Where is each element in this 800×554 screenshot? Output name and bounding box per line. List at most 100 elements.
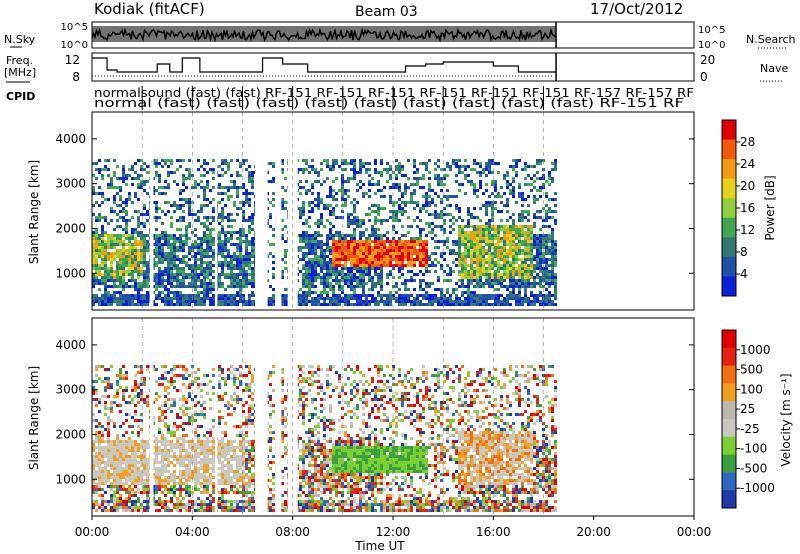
power-cell <box>341 210 344 214</box>
velocity-cell <box>116 443 119 447</box>
velocity-cell <box>158 485 161 489</box>
power-cell <box>167 279 170 283</box>
power-cell <box>515 300 518 304</box>
power-cell <box>503 177 506 181</box>
power-cell <box>419 207 422 211</box>
velocity-cell <box>137 482 140 486</box>
power-cell <box>161 243 164 247</box>
velocity-cell <box>101 452 104 456</box>
power-cell <box>521 210 524 214</box>
power-cell <box>518 225 521 229</box>
power-cell <box>374 204 377 208</box>
velocity-cell <box>110 452 113 456</box>
velocity-cell <box>152 500 155 504</box>
power-cell <box>206 198 209 202</box>
power-cell <box>392 183 395 187</box>
power-cell <box>329 261 332 265</box>
power-cell <box>332 240 335 244</box>
power-cell <box>314 234 317 238</box>
power-cell <box>488 165 491 169</box>
power-cell <box>485 168 488 172</box>
power-cell <box>185 225 188 229</box>
power-cell <box>485 162 488 166</box>
power-cell <box>227 219 230 223</box>
power-cell <box>200 270 203 274</box>
power-cell <box>212 207 215 211</box>
power-cell <box>143 282 146 286</box>
power-cell <box>551 264 554 268</box>
power-cell <box>143 270 146 274</box>
power-cell <box>221 297 224 301</box>
power-cell <box>176 219 179 223</box>
power-cell <box>305 300 308 304</box>
power-cell <box>359 252 362 256</box>
power-cell <box>521 273 524 277</box>
power-cell <box>356 243 359 247</box>
velocity-cell <box>122 389 125 393</box>
power-cell <box>308 216 311 220</box>
velocity-cell <box>164 365 167 369</box>
power-cell <box>359 273 362 277</box>
power-cell <box>320 255 323 259</box>
power-cell <box>497 231 500 235</box>
power-cell <box>281 294 284 298</box>
power-cell <box>341 159 344 163</box>
power-cell <box>152 273 155 277</box>
power-cell <box>530 189 533 193</box>
power-cell <box>485 231 488 235</box>
power-cell <box>530 165 533 169</box>
power-cell <box>251 285 254 289</box>
power-cell <box>500 210 503 214</box>
power-cell <box>539 240 542 244</box>
power-cell <box>374 183 377 187</box>
power-cell <box>353 273 356 277</box>
power-cell <box>374 282 377 286</box>
power-cell <box>305 240 308 244</box>
power-cell <box>176 303 179 307</box>
power-cell <box>104 276 107 280</box>
power-cell <box>479 225 482 229</box>
power-cell <box>179 258 182 262</box>
power-cell <box>488 240 491 244</box>
power-cell <box>404 174 407 178</box>
power-cell <box>179 204 182 208</box>
power-cell <box>368 162 371 166</box>
power-cell <box>380 255 383 259</box>
power-cell <box>119 261 122 265</box>
power-cell <box>431 198 434 202</box>
power-cell <box>485 300 488 304</box>
power-cell <box>314 285 317 289</box>
power-cell <box>377 279 380 283</box>
power-cell <box>467 225 470 229</box>
power-cell <box>245 255 248 259</box>
power-cell <box>164 234 167 238</box>
power-cell <box>344 201 347 205</box>
velocity-cell <box>143 473 146 477</box>
power-cell <box>368 264 371 268</box>
power-cell <box>359 303 362 307</box>
power-cell <box>449 270 452 274</box>
power-cell <box>176 300 179 304</box>
power-cell <box>155 189 158 193</box>
velocity-cell <box>155 491 158 495</box>
power-cell <box>473 255 476 259</box>
power-cell <box>458 183 461 187</box>
power-cell <box>395 183 398 187</box>
power-cell <box>407 297 410 301</box>
power-cell <box>347 273 350 277</box>
power-cell <box>200 267 203 271</box>
power-cell <box>230 258 233 262</box>
velocity-cell <box>158 473 161 477</box>
velocity-cell <box>113 485 116 489</box>
velocity-cell <box>116 455 119 459</box>
power-cell <box>512 273 515 277</box>
power-cell <box>386 231 389 235</box>
power-cell <box>113 294 116 298</box>
velocity-cell <box>143 509 146 513</box>
power-cell <box>422 204 425 208</box>
power-cell <box>422 246 425 250</box>
power-cell <box>242 264 245 268</box>
power-cell <box>467 294 470 298</box>
velocity-cell <box>167 488 170 492</box>
power-cell <box>116 264 119 268</box>
